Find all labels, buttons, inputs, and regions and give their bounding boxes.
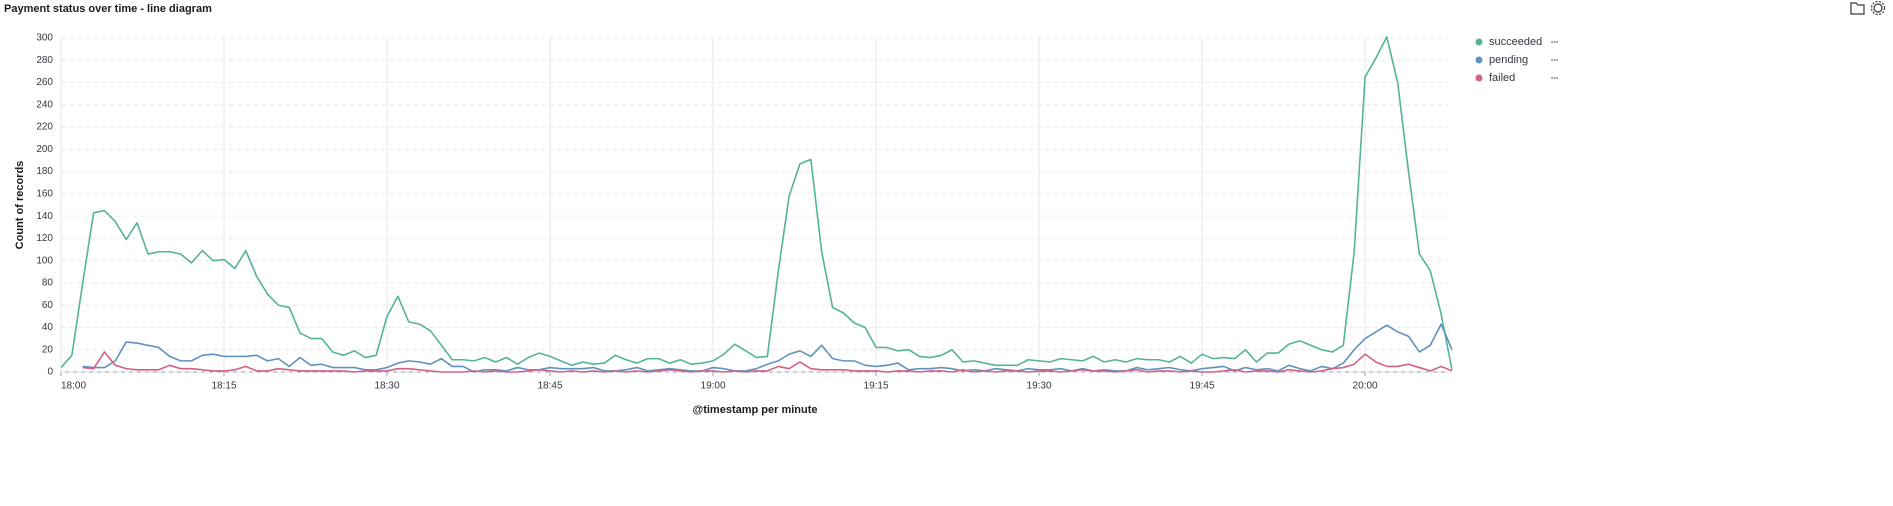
folder-icon[interactable] [1850, 2, 1865, 15]
series-line [82, 323, 1453, 373]
y-tick-label: 140 [36, 211, 53, 222]
legend-menu-dot [1556, 77, 1558, 79]
legend-menu-dot [1553, 41, 1556, 43]
y-tick-label: 240 [36, 99, 53, 110]
legend-menu-dot [1556, 41, 1558, 43]
x-tick-label: 19:30 [1027, 381, 1052, 392]
x-tick-label: 20:00 [1353, 381, 1378, 392]
y-axis-title: Count of records [14, 161, 26, 250]
legend-menu-dot [1556, 59, 1558, 61]
y-tick-label: 260 [36, 77, 53, 88]
series-line [82, 351, 1453, 373]
y-tick-label: 200 [36, 144, 53, 155]
x-tick-label: 18:15 [211, 381, 236, 392]
y-tick-label: 80 [42, 278, 54, 289]
x-tick-label: 19:15 [864, 381, 889, 392]
y-tick-label: 300 [36, 33, 53, 44]
toolbar-icons[interactable] [1850, 0, 1886, 16]
legend-label: failed [1489, 72, 1515, 84]
series-line [60, 36, 1453, 370]
legend-menu-dot [1551, 59, 1553, 61]
y-tick-label: 0 [47, 367, 53, 378]
legend-menu-dot [1553, 59, 1556, 61]
legend-swatch [1475, 74, 1483, 82]
y-tick-label: 280 [36, 55, 53, 66]
y-tick-label: 120 [36, 233, 53, 244]
y-tick-label: 160 [36, 189, 53, 200]
x-axis-title: @timestamp per minute [692, 404, 817, 416]
legend-item[interactable]: failed [1475, 72, 1558, 84]
x-tick-label: 19:45 [1190, 381, 1215, 392]
x-tick-label: 18:00 [61, 381, 86, 392]
settings-icon[interactable] [1873, 3, 1883, 13]
legend-item[interactable]: succeeded [1475, 36, 1558, 48]
y-tick-label: 40 [42, 322, 54, 333]
y-tick-label: 60 [42, 300, 54, 311]
x-tick-label: 18:45 [538, 381, 563, 392]
legend-swatch [1475, 38, 1483, 46]
y-tick-label: 180 [36, 166, 53, 177]
y-tick-label: 20 [42, 344, 54, 355]
settings-ring [1870, 0, 1886, 16]
y-tick-label: 220 [36, 122, 53, 133]
x-tick-label: 18:30 [375, 381, 400, 392]
legend-swatch [1475, 56, 1483, 64]
legend-menu-dot [1551, 77, 1553, 79]
legend-item[interactable]: pending [1475, 54, 1558, 66]
x-tick-label: 19:00 [701, 381, 726, 392]
legend-menu-dot [1551, 41, 1553, 43]
y-tick-label: 100 [36, 255, 53, 266]
chart-title: Payment status over time - line diagram [4, 3, 212, 15]
legend-label: succeeded [1489, 36, 1542, 48]
legend-menu-dot [1553, 77, 1556, 79]
legend-label: pending [1489, 54, 1528, 66]
